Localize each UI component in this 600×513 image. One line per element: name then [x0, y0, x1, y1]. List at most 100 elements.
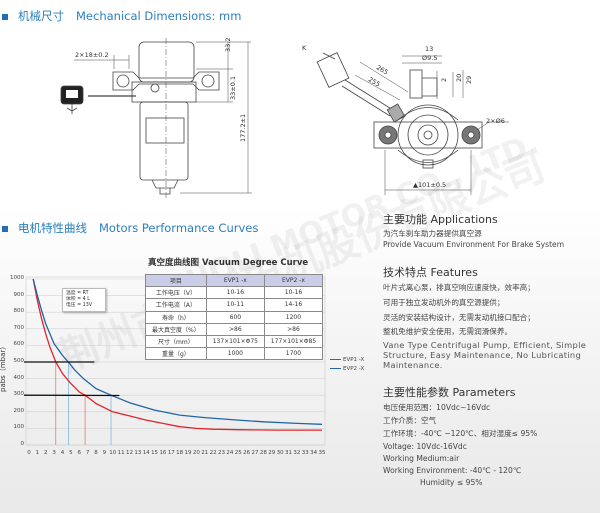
x-tick-label: 28	[259, 450, 267, 456]
bullet-square-icon	[2, 13, 8, 20]
param-3: 工作环境：-40℃ ~120℃、相对湿度≤ 95%	[383, 429, 538, 438]
x-tick-label: 1	[35, 450, 40, 456]
y-tick-label: 200	[13, 407, 25, 414]
parameters-title: 主要性能参数 Parameters	[383, 386, 516, 399]
y-tick-label: 0	[20, 441, 25, 447]
cell: 600	[205, 310, 265, 324]
x-tick-label: 21	[201, 450, 209, 456]
y-tick-label: 100	[13, 424, 25, 431]
table-row: 工作电压（V） 10-16 10-16	[145, 286, 324, 300]
feature-en-1: Vane Type Centrifugal Pump, Efficient, S…	[383, 340, 587, 350]
x-tick-label: 26	[243, 450, 251, 456]
front-view-drawing	[60, 38, 252, 198]
x-tick-label: 3	[52, 450, 56, 456]
y-tick-label: 900	[13, 291, 25, 298]
x-tick-label: 13	[134, 450, 142, 456]
conditions-box: 温度 = RT 体积 = 4 L 电压 = 13V	[62, 288, 106, 312]
x-tick-label: 0	[27, 450, 31, 456]
x-tick-label: 14	[142, 450, 150, 456]
feature-en-2: Structure, Easy Maintenance, No Lubricat…	[383, 350, 582, 360]
x-tick-label: 30	[276, 450, 284, 456]
title-cn: 机械尺寸	[18, 9, 64, 23]
y-tick-label: 600	[13, 341, 25, 348]
cell: 工作电流（A）	[145, 298, 207, 312]
dim-9-5: Ø9.5	[422, 54, 438, 62]
x-tick-label: 10	[109, 450, 117, 456]
series-line-1	[32, 278, 322, 431]
table-row: 重量（g） 1000 1700	[145, 347, 324, 361]
applications-en: Provide Vacuum Environment For Brake Sys…	[383, 240, 565, 249]
legend-evp2: EVP2 -X	[330, 366, 364, 372]
header-item: 项目	[145, 273, 207, 288]
x-tick-label: 32	[293, 450, 301, 456]
condition-temp: 温度 = RT	[66, 291, 89, 296]
x-tick-label: 4	[60, 450, 65, 456]
table-row: 工作电流（A） 10-11 14-16	[145, 298, 324, 312]
header-evp2: EVP2 -x	[263, 273, 324, 288]
title-en: Motors Performance Curves	[99, 221, 259, 235]
series-line-2	[32, 278, 323, 425]
x-tick-label: 25	[234, 450, 242, 456]
cell: >86	[263, 322, 324, 336]
dim-width: 2×18±0.2	[75, 51, 109, 59]
legend-evp1: EVP1 -X	[330, 357, 364, 363]
x-tick-label: 2	[43, 450, 48, 456]
feature-cn-1: 叶片式离心泵，排真空响应速度快，效率高；	[383, 283, 535, 292]
table-row: 寿命（h） 600 1200	[145, 310, 324, 324]
applications-cn: 为汽车刹车助力器提供真空源	[383, 229, 482, 238]
cell: 重量（g）	[145, 347, 207, 361]
y-tick-label: 500	[13, 358, 25, 364]
y-tick-label: 700	[13, 324, 25, 331]
table-row: 最大真空度（%） >86 >86	[145, 322, 324, 336]
cell: 10-16	[263, 286, 324, 300]
applications-title: 主要功能 Applications	[383, 213, 498, 226]
cell: 137×101×Φ75	[205, 334, 265, 349]
x-tick-label: 27	[251, 450, 259, 456]
param-2: 工作介质：空气	[383, 416, 437, 425]
cell: 10-11	[205, 298, 265, 312]
x-tick-label: 24	[226, 450, 234, 456]
cell: 最大真空度（%）	[145, 322, 207, 336]
title-en: Mechanical Dimensions: mm	[76, 9, 242, 23]
cell: 尺寸（mm）	[145, 334, 207, 349]
legend-label: EVP2 -X	[343, 366, 365, 372]
x-tick-label: 16	[159, 450, 167, 456]
y-tick-label: 300	[13, 391, 25, 398]
spec-table: 项目 EVP1 -x EVP2 -x 工作电压（V） 10-16 10-16 工作电流（…	[145, 273, 324, 361]
param-4: Voltage: 10Vdc-16Vdc	[383, 442, 467, 451]
feature-cn-3: 灵活的安装结构设计，无需发动机接口配合；	[383, 313, 535, 322]
table-row: 尺寸（mm） 137×101×Φ75 177×101×Φ85	[145, 334, 324, 349]
x-tick-label: 34	[310, 450, 318, 456]
dim-holes: 2×Ø6	[486, 117, 505, 125]
x-tick-label: 29	[268, 450, 276, 456]
chart-title: 真空度曲线图 Vacuum Degree Curve	[148, 258, 309, 268]
section-title-curves: 电机特性曲线 Motors Performance Curves	[2, 220, 258, 236]
x-tick-label: 5	[69, 450, 73, 456]
y-tick-label: 400	[13, 374, 25, 381]
x-tick-label: 23	[218, 450, 226, 456]
cell: 工作电压（V）	[145, 286, 207, 300]
cell: 177×101×Φ85	[263, 334, 324, 349]
dim-base: ▲101±0.5	[413, 181, 447, 189]
x-tick-label: 7	[85, 450, 90, 456]
feature-cn-4: 整机免维护安全使用，无需润滑保养。	[383, 327, 513, 336]
cell: 1000	[205, 347, 265, 361]
x-tick-label: 9	[102, 450, 107, 456]
top-view-drawing	[316, 52, 509, 195]
x-tick-label: 31	[285, 450, 292, 456]
x-tick-label: 20	[192, 450, 200, 456]
title-cn: 电机特性曲线	[18, 221, 87, 235]
table-header-row: 项目 EVP1 -x EVP2 -x	[145, 273, 324, 288]
param-1: 电压使用范围：10Vdc~16Vdc	[383, 403, 491, 412]
feature-en-3: Maintenance.	[383, 360, 443, 370]
x-tick-label: 22	[209, 450, 217, 456]
x-tick-label: 19	[184, 450, 192, 456]
x-tick-label: 18	[176, 450, 184, 456]
dim-13: 13	[425, 45, 434, 53]
legend-label: EVP1 -X	[343, 357, 365, 363]
section-title-mechanical: 机械尺寸 Mechanical Dimensions: mm	[2, 8, 241, 24]
label-k: K	[302, 44, 307, 52]
y-tick-label: 1000	[10, 275, 24, 281]
cell: 1200	[263, 310, 324, 324]
param-7: Humidity ≤ 95%	[420, 478, 483, 487]
